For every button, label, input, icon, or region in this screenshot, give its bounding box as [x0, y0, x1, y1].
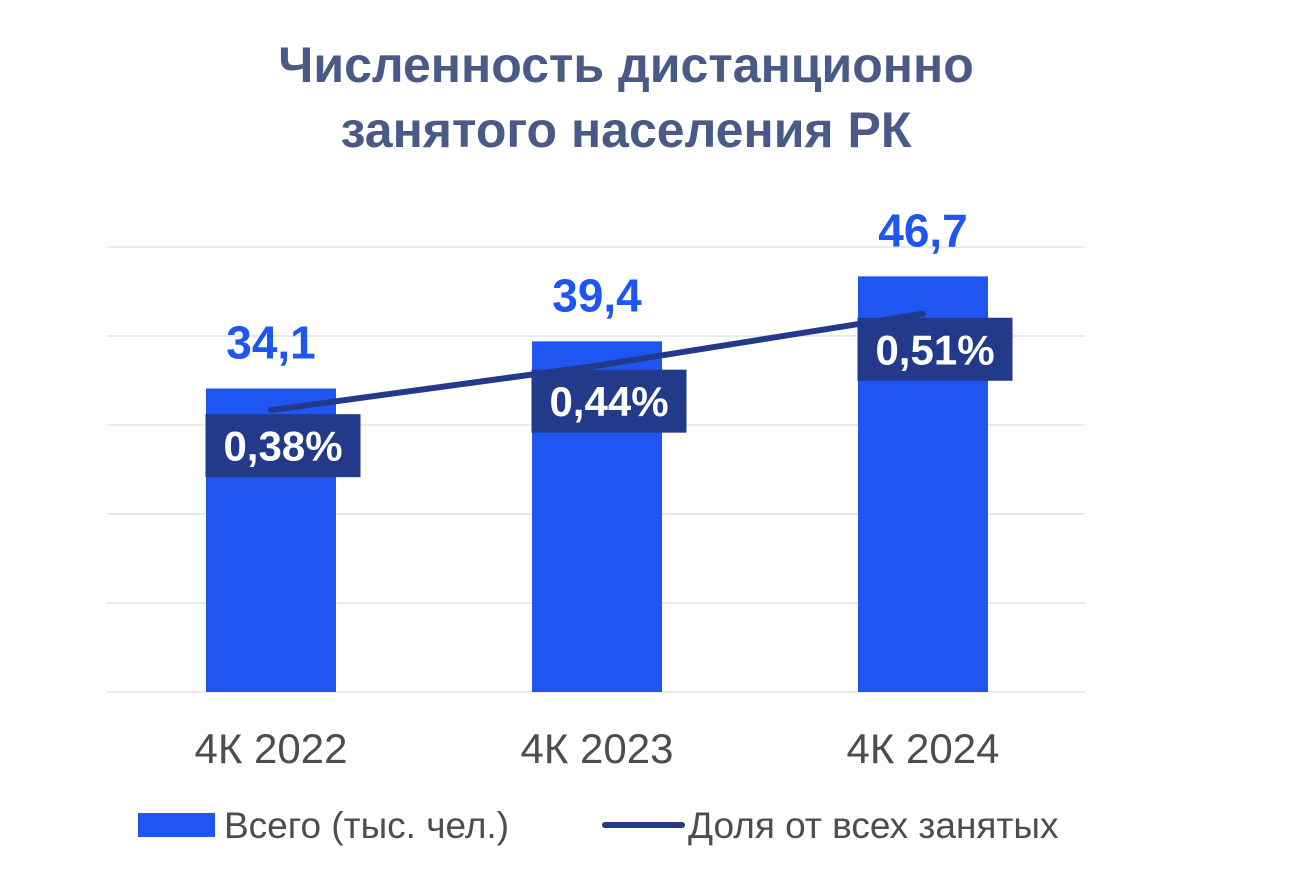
share-value-label: 0,38% [205, 414, 361, 478]
share-value-label: 0,51% [857, 317, 1013, 381]
bar-value-label: 46,7 [878, 204, 968, 256]
share-label-box [531, 369, 687, 433]
share-label-text: 0,51% [875, 326, 994, 373]
legend-label-line: Доля от всех занятых [688, 805, 1059, 846]
share-line [268, 310, 926, 414]
legend: Всего (тыс. чел.) Доля от всех занятых [138, 805, 1059, 846]
legend-item-line: Доля от всех занятых [602, 805, 1059, 846]
x-axis-labels: 4К 2022 4К 2023 4К 2024 [195, 725, 1000, 772]
share-value-label: 0,44% [531, 369, 687, 433]
share-label-text: 0,44% [549, 378, 668, 425]
legend-item-bars: Всего (тыс. чел.) [138, 805, 509, 846]
chart-title: Численность дистанционно занятого населе… [278, 37, 974, 158]
chart-title-line-1: Численность дистанционно [278, 37, 974, 93]
bar-value-label: 34,1 [226, 317, 316, 369]
share-line-path [268, 310, 926, 414]
x-axis-tick-label: 4К 2024 [847, 725, 1000, 772]
x-axis-tick-label: 4К 2023 [521, 725, 674, 772]
share-label-box [857, 317, 1013, 381]
share-value-labels: 0,38% 0,44% 0,51% [205, 317, 1013, 478]
legend-swatch-bars [138, 813, 215, 837]
x-axis-tick-label: 4К 2022 [195, 725, 348, 772]
share-label-text: 0,38% [223, 423, 342, 470]
share-label-box [205, 414, 361, 478]
bar-value-label: 39,4 [552, 269, 642, 321]
bar-value-labels: 34,1 39,4 46,7 [226, 204, 968, 368]
legend-label-bars: Всего (тыс. чел.) [224, 805, 509, 846]
chart-title-line-2: занятого населения РК [341, 102, 912, 158]
